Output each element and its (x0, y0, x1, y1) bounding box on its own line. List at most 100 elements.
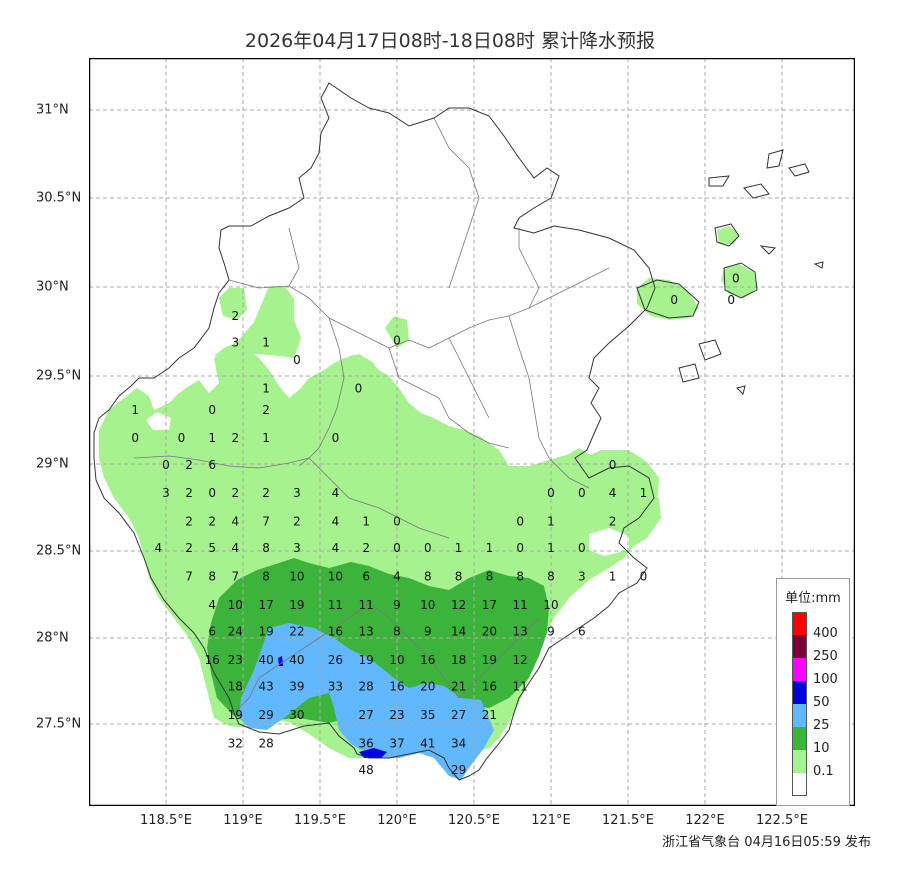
station-value: 2 (231, 431, 239, 445)
zhejiang-outline (93, 82, 656, 781)
station-value: 4 (154, 541, 162, 555)
legend-item: 400 (792, 612, 848, 641)
station-value: 1 (547, 541, 555, 555)
station-value: 7 (231, 570, 239, 584)
rain-area-light-green-north (214, 286, 301, 358)
station-value: 36 (359, 736, 374, 750)
station-value: 6 (578, 625, 586, 639)
station-value: 7 (185, 570, 193, 584)
legend-swatch (792, 612, 807, 635)
station-value: 8 (486, 570, 494, 584)
station-value: 0 (609, 458, 617, 472)
station-value: 0 (393, 541, 401, 555)
station-value: 2 (293, 515, 301, 529)
station-value: 23 (389, 708, 404, 722)
rain-area-dark-blue (359, 748, 387, 758)
legend-item (792, 773, 848, 796)
station-value: 32 (228, 736, 243, 750)
station-value: 39 (289, 680, 304, 694)
station-value: 6 (362, 570, 370, 584)
station-value: 1 (640, 486, 648, 500)
rainfall-fill-layer (99, 226, 757, 780)
y-tick-label: 30°N (36, 279, 69, 295)
station-value: 27 (359, 708, 374, 722)
station-value: 9 (393, 598, 401, 612)
legend-swatch (792, 704, 807, 727)
station-value: 8 (516, 570, 524, 584)
station-value: 33 (328, 680, 343, 694)
station-value: 1 (455, 541, 463, 555)
rain-area-dark-blue-2 (278, 656, 283, 666)
station-value: 8 (393, 625, 401, 639)
station-value: 4 (231, 541, 239, 555)
station-value: 3 (293, 486, 301, 500)
station-value: 28 (258, 736, 273, 750)
map-border (89, 58, 855, 806)
station-value: 24 (228, 625, 243, 639)
station-value: 1 (131, 403, 139, 417)
y-tick-label: 30.5°N (36, 190, 82, 206)
station-value: 16 (389, 680, 404, 694)
station-value: 0 (162, 458, 170, 472)
station-value: 21 (482, 708, 497, 722)
rain-area-light-green-isle3 (717, 226, 739, 244)
station-value: 29 (258, 708, 273, 722)
legend-item: 50 (792, 681, 848, 710)
island-5 (743, 183, 770, 199)
station-value: 13 (359, 625, 374, 639)
island-6 (698, 339, 722, 361)
station-value: 0 (178, 431, 186, 445)
station-value: 3 (293, 541, 301, 555)
legend-swatch (792, 658, 807, 681)
x-tick-label: 119.5°E (294, 813, 346, 828)
x-tick-label: 120.5°E (448, 813, 500, 828)
station-value: 29 (451, 763, 466, 777)
station-value: 0 (424, 541, 432, 555)
x-tick-label: 119°E (223, 813, 263, 828)
station-value: 0 (670, 293, 678, 307)
station-value: 0 (393, 334, 401, 348)
station-value: 4 (208, 598, 216, 612)
island-12 (736, 385, 746, 395)
legend-swatch (792, 773, 807, 796)
x-tick-label: 118.5°E (140, 813, 192, 828)
legend-swatch (792, 635, 807, 658)
station-value: 23 (228, 653, 243, 667)
station-value: 6 (208, 625, 216, 639)
station-value: 18 (451, 653, 466, 667)
station-value: 2 (185, 458, 193, 472)
station-value: 40 (289, 653, 304, 667)
x-tick-label: 122°E (685, 813, 725, 828)
station-value: 35 (420, 708, 435, 722)
station-value: 9 (547, 625, 555, 639)
y-tick-label: 28°N (36, 630, 69, 646)
station-value: 4 (393, 570, 401, 584)
station-value: 10 (328, 570, 343, 584)
station-value: 13 (513, 625, 528, 639)
station-value: 2 (231, 486, 239, 500)
station-value: 17 (258, 598, 273, 612)
station-value: 11 (359, 598, 374, 612)
station-value: 14 (451, 625, 466, 639)
station-value: 22 (289, 625, 304, 639)
legend-swatch (792, 750, 807, 773)
station-value: 8 (262, 541, 270, 555)
station-value: 4 (609, 486, 617, 500)
station-value: 19 (258, 625, 273, 639)
station-value: 0 (131, 431, 139, 445)
station-value: 0 (293, 353, 301, 367)
station-value: 3 (578, 570, 586, 584)
island-11 (813, 261, 824, 269)
station-value: 16 (205, 653, 220, 667)
station-value: 2 (231, 309, 239, 323)
station-value: 1 (362, 515, 370, 529)
station-value: 16 (482, 680, 497, 694)
legend-label: 100 (813, 672, 838, 687)
x-tick-label: 121.5°E (602, 813, 654, 828)
station-value: 20 (482, 625, 497, 639)
station-value: 2 (262, 486, 270, 500)
station-value: 4 (332, 515, 340, 529)
island-2 (723, 262, 758, 299)
